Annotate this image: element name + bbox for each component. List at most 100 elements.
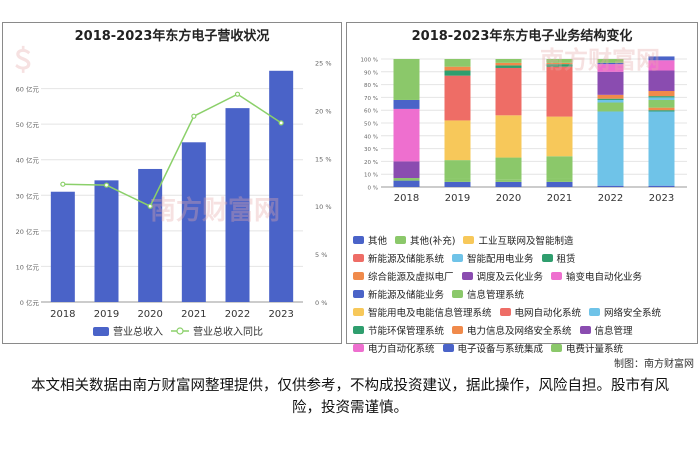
legend-item: 租赁 xyxy=(541,251,576,265)
legend-label: 智能用电及电能信息管理系统 xyxy=(368,308,492,319)
legend-item: 综合能源及虚拟电厂 xyxy=(353,269,454,283)
x-tick-label: 2021 xyxy=(547,193,572,204)
revenue-bar xyxy=(269,70,294,303)
y-tick-label: 20 % xyxy=(364,160,378,166)
legend-swatch xyxy=(499,308,511,316)
legend-item: 调度及云化业务 xyxy=(461,269,543,283)
stacked-bar-segment xyxy=(444,59,471,67)
legend-label: 节能环保管理系统 xyxy=(368,326,445,337)
yoy-growth-point xyxy=(234,91,241,97)
stacked-bar-segment xyxy=(546,116,573,157)
y-left-tick-label: 30 亿元 xyxy=(16,191,40,200)
x-tick-label: 2022 xyxy=(225,309,250,320)
legend-label: 新能源及储能业务 xyxy=(368,290,445,301)
y-right-tick-label: 5 % xyxy=(315,251,327,259)
legend-label: 电力信息及网络安全系统 xyxy=(467,326,572,337)
legend-swatch xyxy=(395,236,407,244)
chart-credit: 制图：南方财富网 xyxy=(614,359,694,370)
revenue-chart-title: 2018-2023年东方电子营收状况 xyxy=(74,29,270,44)
revenue-chart-panel: 2018-2023年东方电子营收状况 0 亿元 10 亿元 20 亿元 30 亿元 40… xyxy=(2,22,342,344)
legend-item: 电力自动化系统 xyxy=(353,341,435,355)
stacked-bar-segment xyxy=(648,97,675,100)
stacked-bar-segment xyxy=(393,180,420,187)
stacked-bar-segment xyxy=(444,160,471,179)
y-tick-label: 0 % xyxy=(368,186,378,192)
y-tick-label: 60 % xyxy=(364,109,378,115)
yoy-growth-point xyxy=(103,182,110,188)
legend-label: 其他 xyxy=(368,236,388,247)
legend-label: 网络安全系统 xyxy=(604,308,662,319)
stacked-bar-segment xyxy=(393,59,420,100)
stacked-bar-segment xyxy=(648,99,675,108)
stacked-bar-segment xyxy=(495,181,522,187)
y-left-tick-label: 20 亿元 xyxy=(16,227,40,236)
x-tick-label: 2019 xyxy=(445,193,470,204)
y-left-tick-label: 0 亿元 xyxy=(20,298,40,307)
stacked-bar-segment xyxy=(495,157,522,180)
legend-label: 其他(补充) xyxy=(410,236,456,247)
structure-chart-title: 2018-2023年东方电子业务结构变化 xyxy=(411,29,633,44)
stacked-bar-segment xyxy=(546,178,573,182)
legend-item: 新能源及储能系统 xyxy=(353,251,444,265)
stacked-bar-segment xyxy=(444,75,471,121)
y-left-tick-label: 50 亿元 xyxy=(16,120,40,129)
legend-label: 信息管理 xyxy=(594,326,633,337)
legend-row: 新能源及储能业务 信息管理系统 xyxy=(353,285,698,303)
stacked-bar-segment xyxy=(495,179,522,182)
yoy-growth-line xyxy=(62,93,282,208)
stacked-bar-segment xyxy=(546,62,573,65)
legend-item: 新能源及储能业务 xyxy=(353,287,444,301)
y-left-tick-label: 60 亿元 xyxy=(16,85,40,94)
x-tick-label: 2022 xyxy=(598,193,623,204)
x-tick-label: 2018 xyxy=(394,193,419,204)
y-right-tick-label: 10 % xyxy=(315,203,332,211)
stacked-bar-segment xyxy=(648,56,675,61)
revenue-chart-svg: 0 亿元 10 亿元 20 亿元 30 亿元 40 亿元 50 亿元 60 亿元 0 % 5 %… xyxy=(16,60,332,338)
stacked-bar-segment xyxy=(546,66,573,117)
stacked-bar-segment xyxy=(597,62,624,65)
stacked-bar-segment xyxy=(393,108,420,162)
legend-swatch xyxy=(442,344,454,352)
legend-item: 网络安全系统 xyxy=(589,305,661,319)
y-tick-label: 80 % xyxy=(364,83,378,89)
stacked-bar-segment xyxy=(597,102,624,112)
legend-item: 其他(补充) xyxy=(395,233,455,247)
stacked-bar-segment xyxy=(648,96,675,98)
legend-label: 电费计量系统 xyxy=(566,344,624,355)
legend-label: 电力自动化系统 xyxy=(368,344,435,355)
yoy-growth-point xyxy=(147,203,153,209)
revenue-bar xyxy=(50,191,75,302)
legend-swatch xyxy=(353,326,364,334)
x-tick-label: 2023 xyxy=(649,193,674,204)
legend-swatch xyxy=(551,272,563,280)
legend-item: 信息管理 xyxy=(579,323,633,337)
stacked-bar-segment xyxy=(546,59,573,63)
legend-swatch xyxy=(353,308,364,316)
x-tick-label: 2021 xyxy=(181,309,206,320)
legend-swatch xyxy=(589,308,601,316)
revenue-bar xyxy=(181,142,206,302)
stacked-bar-segment xyxy=(648,185,675,187)
structure-chart-panel: 2018-2023年东方电子业务结构变化 0 % 10 % 20 % 30 % 40 %… xyxy=(346,22,698,355)
legend-swatch xyxy=(579,326,591,334)
y-tick-label: 70 % xyxy=(364,96,378,102)
y-left-tick-label: 40 亿元 xyxy=(16,156,40,165)
legend-label: 电网自动化系统 xyxy=(514,308,582,319)
legend-row: 综合能源及虚拟电厂 调度及云化业务 输变电自动化业务 xyxy=(353,267,698,285)
stacked-bar-segment xyxy=(597,99,624,103)
yoy-growth-point xyxy=(278,120,284,126)
stacked-bar-segment xyxy=(444,178,471,182)
legend-line-label: 营业总收入同比 xyxy=(193,325,263,338)
legend-swatch xyxy=(551,344,563,352)
stacked-bar-segment xyxy=(597,71,624,95)
legend-line-marker xyxy=(176,327,184,335)
stacked-bar-segment xyxy=(546,181,573,187)
stacked-bar-segment xyxy=(495,65,522,68)
stacked-bar-segment xyxy=(444,66,471,71)
stacked-bar-segment xyxy=(597,111,624,186)
stacked-bar-segment xyxy=(393,178,420,181)
legend-item: 智能配用电业务 xyxy=(452,251,534,265)
legend-item: 电子设备与系统集成 xyxy=(442,341,543,355)
legend-label: 信息管理系统 xyxy=(467,290,525,301)
stacked-bar-segment xyxy=(495,115,522,158)
